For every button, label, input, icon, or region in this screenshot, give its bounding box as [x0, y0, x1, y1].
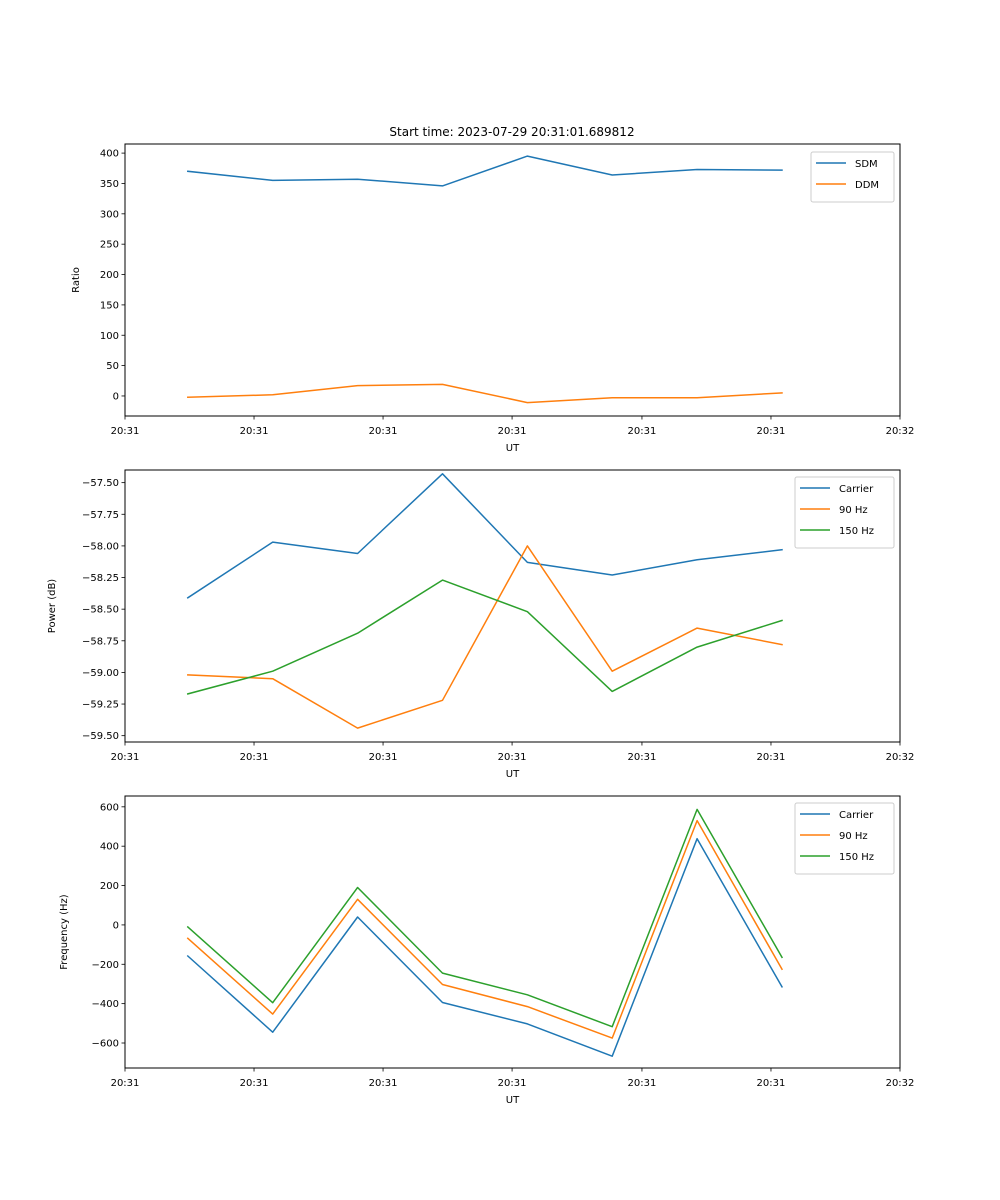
legend-entry: 150 Hz [839, 526, 874, 537]
axes-frame [124, 143, 901, 417]
y-tick-label: 0 [113, 391, 119, 402]
y-tick-label: 200 [100, 881, 119, 892]
x-tick-label: 20:31 [240, 752, 269, 763]
series-line-ddm [187, 383, 783, 404]
x-tick-label: 20:31 [498, 752, 527, 763]
x-tick-label: 20:32 [886, 426, 915, 437]
x-tick-label: 20:31 [757, 426, 786, 437]
series-line-carrier [186, 473, 783, 599]
x-tick-label: 20:32 [886, 1078, 915, 1089]
y-axis-label: Ratio [71, 267, 82, 293]
y-tick-label: −58.75 [82, 636, 119, 647]
legend: Carrier 90 Hz 150 Hz [794, 802, 895, 875]
y-tick-label: 150 [100, 300, 119, 311]
x-axis-label: UT [506, 1095, 520, 1106]
legend: SDM DDM [810, 151, 895, 203]
legend-entry: 90 Hz [839, 505, 868, 516]
series-line-150-hz [186, 808, 784, 1028]
series-line-sdm [186, 155, 783, 187]
x-tick-label: 20:31 [240, 426, 269, 437]
legend: Carrier 90 Hz 150 Hz [794, 476, 895, 549]
x-axis-label: UT [506, 443, 520, 454]
series-line-carrier [186, 837, 784, 1057]
x-tick-label: 20:31 [111, 752, 140, 763]
y-tick-label: 250 [100, 240, 119, 251]
x-tick-label: 20:31 [369, 752, 398, 763]
legend-entry: Carrier [839, 484, 874, 495]
legend-entry: SDM [855, 159, 878, 170]
series-line-150-hz [186, 579, 783, 695]
y-tick-label: 100 [100, 331, 119, 342]
x-axis-label: UT [506, 769, 520, 780]
y-tick-label: −58.00 [82, 541, 119, 552]
panels: 0 50 100 150 200 250 300 350 400 20:31 20:31 20:31 2… [47, 143, 915, 1106]
x-tick-label: 20:31 [240, 1078, 269, 1089]
x-tick-label: 20:31 [369, 426, 398, 437]
x-tick-label: 20:31 [757, 752, 786, 763]
y-tick-label: −600 [92, 1039, 119, 1050]
y-tick-label: 400 [100, 149, 119, 160]
y-tick-label: −59.50 [82, 731, 119, 742]
y-axis-label: Power (dB) [47, 579, 58, 634]
y-tick-label: 0 [113, 920, 119, 931]
legend-entry: DDM [855, 180, 879, 191]
y-tick-label: 200 [100, 270, 119, 281]
x-tick-label: 20:31 [498, 1078, 527, 1089]
legend-entry: 150 Hz [839, 852, 874, 863]
x-tick-label: 20:31 [111, 426, 140, 437]
y-tick-label: 400 [100, 842, 119, 853]
series-line-90-hz [187, 545, 783, 729]
x-tick-label: 20:31 [369, 1078, 398, 1089]
chart-panel-2: −59.50 −59.25 −59.00 −58.75 −58.50 −58.25 −58.… [47, 469, 915, 780]
y-tick-label: −57.50 [82, 478, 119, 489]
y-tick-label: −58.25 [82, 573, 119, 584]
legend-entry: Carrier [839, 810, 874, 821]
chart-panel-3: −600 −400 −200 0 200 400 600 20:31 20:31 20:31 20:… [59, 795, 915, 1106]
x-tick-label: 20:31 [628, 426, 657, 437]
x-tick-label: 20:31 [628, 1078, 657, 1089]
y-tick-label: −58.50 [82, 605, 119, 616]
chart-panel-1: 0 50 100 150 200 250 300 350 400 20:31 20:31 20:31 2… [71, 143, 915, 454]
y-tick-label: 350 [100, 179, 119, 190]
axes-frame [124, 469, 901, 743]
x-tick-label: 20:31 [757, 1078, 786, 1089]
y-tick-label: 600 [100, 802, 119, 813]
legend-entry: 90 Hz [839, 831, 868, 842]
figure-title: Start time: 2023-07-29 20:31:01.689812 [389, 125, 634, 139]
legend-box [810, 151, 895, 203]
y-tick-label: −200 [92, 960, 119, 971]
y-tick-label: −57.75 [82, 510, 119, 521]
y-tick-label: −400 [92, 999, 119, 1010]
y-axis-label: Frequency (Hz) [59, 894, 70, 970]
x-tick-label: 20:31 [111, 1078, 140, 1089]
axes-frame [124, 795, 901, 1069]
y-tick-label: −59.25 [82, 700, 119, 711]
y-tick-label: 300 [100, 209, 119, 220]
x-tick-label: 20:32 [886, 752, 915, 763]
y-tick-label: 50 [106, 361, 119, 372]
x-tick-label: 20:31 [498, 426, 527, 437]
x-tick-label: 20:31 [628, 752, 657, 763]
y-tick-label: −59.00 [82, 668, 119, 679]
series-line-90-hz [186, 819, 784, 1039]
